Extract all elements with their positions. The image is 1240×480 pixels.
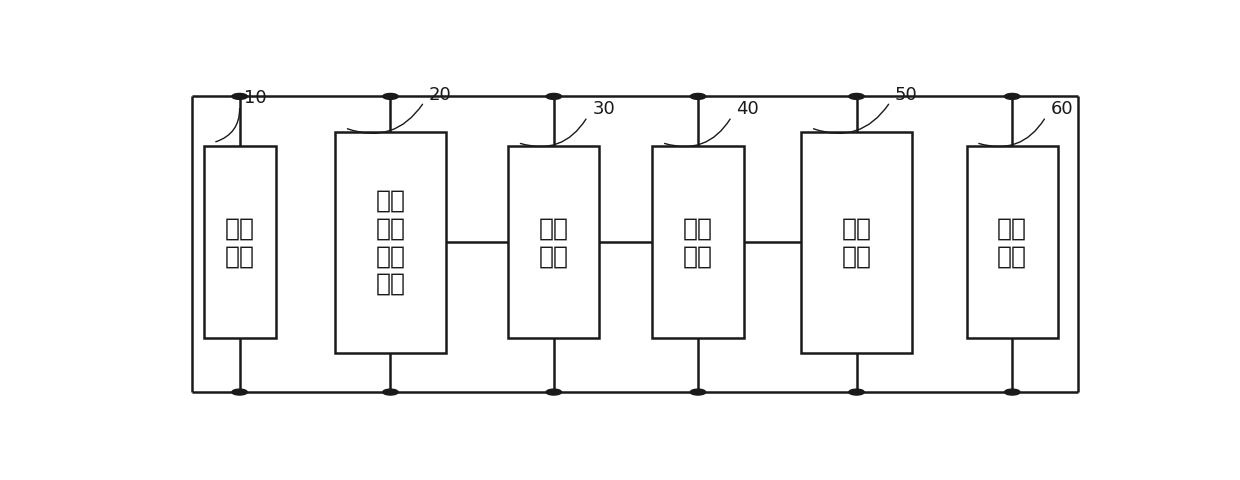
Text: 隔离
模块: 隔离 模块 xyxy=(539,216,569,268)
Text: 40: 40 xyxy=(737,100,759,119)
Circle shape xyxy=(383,94,398,99)
Bar xyxy=(652,146,744,338)
Text: 60: 60 xyxy=(1050,100,1074,119)
Text: 电源
模块: 电源 模块 xyxy=(224,216,254,268)
Circle shape xyxy=(691,94,706,99)
Text: 比较
模块: 比较 模块 xyxy=(683,216,713,268)
Text: 显示
模块: 显示 模块 xyxy=(997,216,1027,268)
Circle shape xyxy=(849,94,864,99)
Text: 10: 10 xyxy=(244,89,267,107)
Circle shape xyxy=(1004,94,1019,99)
Circle shape xyxy=(1004,389,1019,395)
Text: 射频
信号
发生
模块: 射频 信号 发生 模块 xyxy=(376,189,405,296)
Bar xyxy=(203,146,275,338)
Circle shape xyxy=(232,94,247,99)
Bar xyxy=(508,146,599,338)
Circle shape xyxy=(546,94,562,99)
Text: 20: 20 xyxy=(429,85,451,104)
Bar xyxy=(966,146,1058,338)
Bar xyxy=(335,132,445,353)
Circle shape xyxy=(849,389,864,395)
Text: 50: 50 xyxy=(895,85,918,104)
Circle shape xyxy=(546,389,562,395)
Text: 警报
模块: 警报 模块 xyxy=(842,216,872,268)
Circle shape xyxy=(232,389,247,395)
Text: 30: 30 xyxy=(593,100,615,119)
Bar xyxy=(801,132,911,353)
Circle shape xyxy=(691,389,706,395)
Circle shape xyxy=(383,389,398,395)
